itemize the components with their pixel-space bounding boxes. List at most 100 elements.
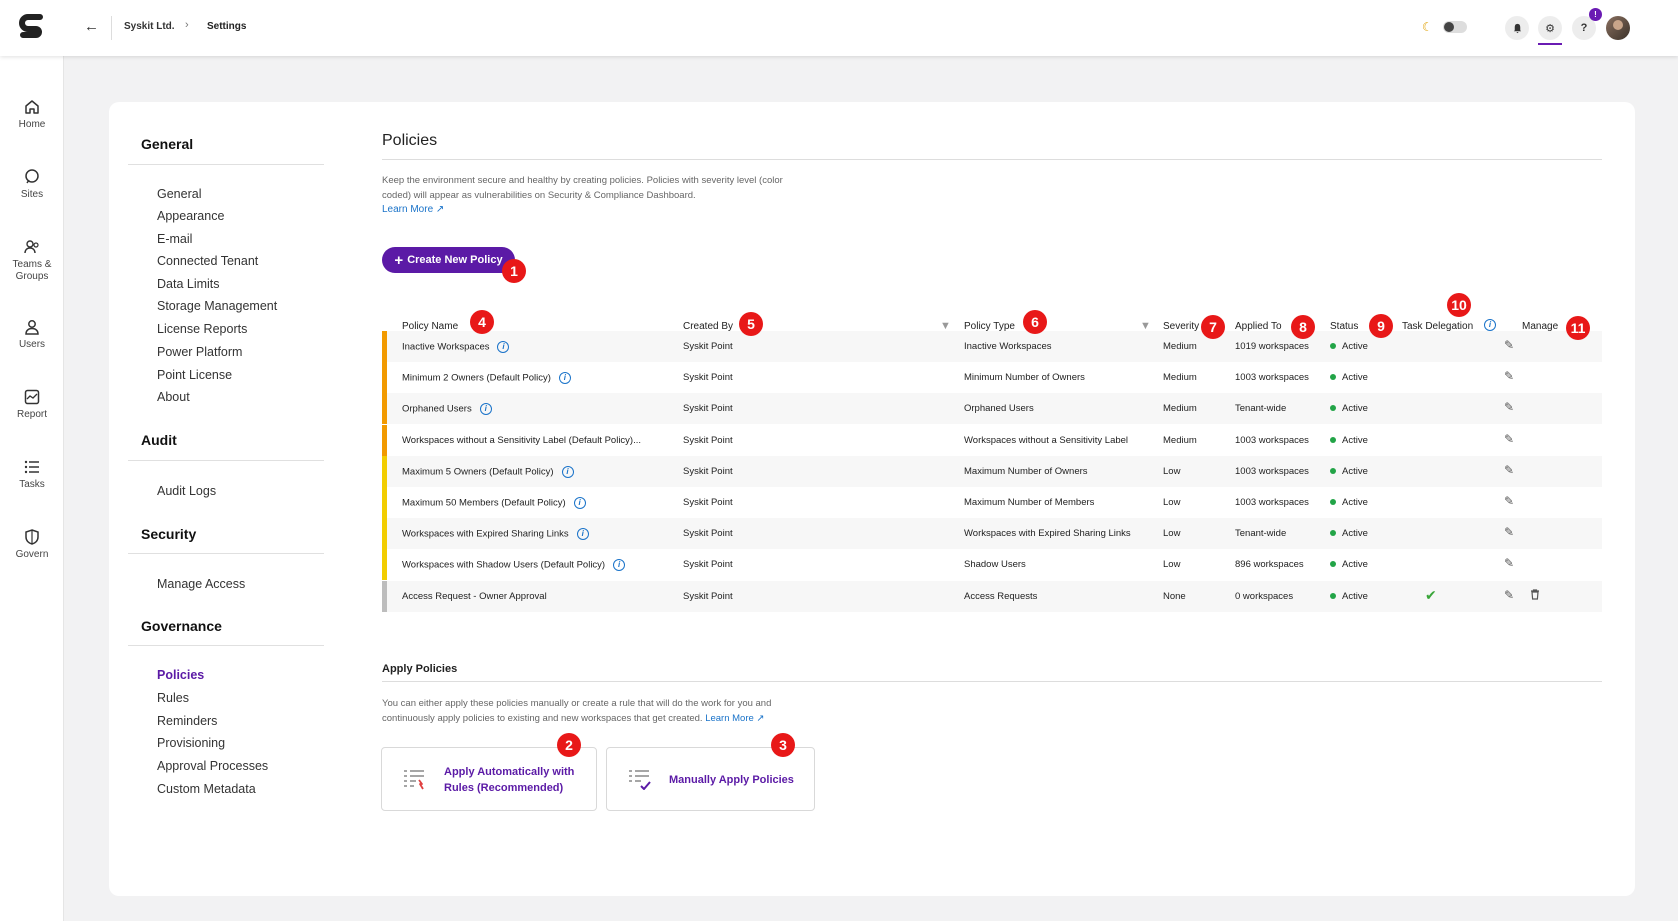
page-title: Policies	[382, 132, 438, 149]
applied-to-cell[interactable]: 1003 workspaces	[1235, 497, 1309, 508]
edit-pencil-icon[interactable]: ✎	[1504, 525, 1515, 539]
nav-item-license-reports[interactable]: License Reports	[157, 322, 248, 336]
column-header-policy-name[interactable]: Policy Name	[402, 321, 459, 332]
table-row[interactable]: Access Request - Owner Approval Syskit Po…	[382, 581, 1602, 612]
syskit-logo[interactable]	[18, 13, 46, 41]
applied-to-cell[interactable]: 1003 workspaces	[1235, 466, 1309, 477]
nav-item-data-limits[interactable]: Data Limits	[157, 277, 220, 291]
edit-pencil-icon[interactable]: ✎	[1504, 400, 1515, 414]
rail-home[interactable]: Home	[0, 98, 64, 130]
nav-item-policies[interactable]: Policies	[157, 668, 205, 682]
column-header-policy-type[interactable]: Policy Type	[964, 321, 1015, 332]
status-cell-text: Active	[1342, 559, 1368, 570]
nav-item-appearance[interactable]: Appearance	[157, 209, 225, 223]
rail-tasks[interactable]: Tasks	[0, 458, 64, 490]
info-icon[interactable]: i	[1484, 319, 1496, 331]
nav-item-rules[interactable]: Rules	[157, 691, 189, 705]
info-icon[interactable]: i	[479, 403, 492, 415]
applied-to-cell[interactable]: 0 workspaces	[1235, 591, 1293, 602]
table-row[interactable]: Workspaces with Shadow Users (Default Po…	[382, 549, 1602, 580]
column-header-created-by[interactable]: Created By	[683, 321, 734, 332]
column-header-applied-to[interactable]: Applied To	[1235, 321, 1282, 332]
nav-item-audit-logs[interactable]: Audit Logs	[157, 484, 217, 498]
apply-automatically-card[interactable]: Apply Automatically with Rules (Recommen…	[381, 747, 597, 811]
policy-name-cell[interactable]: Workspaces with Expired Sharing Links i	[402, 528, 589, 540]
created-by-cell: Syskit Point	[683, 528, 733, 539]
nav-item-manage-access[interactable]: Manage Access	[157, 577, 246, 591]
table-row[interactable]: Maximum 50 Members (Default Policy) i Sysk…	[382, 487, 1602, 518]
applied-to-cell[interactable]: 1003 workspaces	[1235, 435, 1309, 446]
nav-item-custom-metadata[interactable]: Custom Metadata	[157, 782, 256, 796]
edit-pencil-icon[interactable]: ✎	[1504, 494, 1515, 508]
learn-more-link[interactable]: Learn More ↗	[382, 204, 444, 215]
rail-sites[interactable]: Sites	[0, 168, 64, 200]
applied-to-cell[interactable]: 1003 workspaces	[1235, 372, 1309, 383]
policy-name-cell[interactable]: Workspaces without a Sensitivity Label (…	[402, 435, 641, 446]
manually-apply-card[interactable]: Manually Apply Policies	[606, 747, 815, 811]
nav-section-security: Security	[141, 526, 197, 542]
nav-item-point-license[interactable]: Point License	[157, 368, 233, 382]
edit-pencil-icon[interactable]: ✎	[1504, 588, 1515, 602]
column-header-severity[interactable]: Severity	[1163, 321, 1200, 332]
edit-pencil-icon[interactable]: ✎	[1504, 432, 1515, 446]
policy-name-cell-text: Workspaces with Shadow Users (Default Po…	[402, 559, 606, 571]
applied-to-cell[interactable]: 1019 workspaces	[1235, 341, 1309, 352]
applied-to-cell[interactable]: 896 workspaces	[1235, 559, 1304, 570]
rail-users[interactable]: Users	[0, 318, 64, 350]
rail-teams-groups[interactable]: Teams & Groups	[0, 238, 64, 283]
policy-name-cell[interactable]: Minimum 2 Owners (Default Policy) i	[402, 372, 571, 384]
info-icon[interactable]: i	[613, 559, 626, 571]
policy-name-cell[interactable]: Orphaned Users i	[402, 403, 492, 415]
rail-label: Tasks	[19, 479, 45, 490]
severity-color-bar	[382, 518, 387, 549]
filter-icon[interactable]: ▼	[940, 320, 951, 332]
nav-item-provisioning[interactable]: Provisioning	[157, 736, 226, 750]
info-icon[interactable]: i	[576, 528, 589, 540]
create-new-policy-button[interactable]: + Create New Policy	[382, 247, 515, 273]
policy-name-cell[interactable]: Access Request - Owner Approval	[402, 591, 547, 602]
gear-icon[interactable]: ⚙	[1538, 16, 1562, 40]
filter-icon[interactable]: ▼	[1140, 320, 1151, 332]
table-row[interactable]: Minimum 2 Owners (Default Policy) i Syskit…	[382, 362, 1602, 393]
dark-mode-toggle[interactable]	[1443, 21, 1467, 33]
avatar[interactable]	[1606, 16, 1630, 40]
nav-item-power-platform[interactable]: Power Platform	[157, 345, 243, 359]
nav-item-email[interactable]: E-mail	[157, 232, 193, 246]
table-row[interactable]: Workspaces without a Sensitivity Label (…	[382, 425, 1602, 456]
edit-pencil-icon[interactable]: ✎	[1504, 556, 1515, 570]
table-row[interactable]: Orphaned Users i Syskit Point Orphaned User…	[382, 393, 1602, 424]
info-icon[interactable]: i	[561, 466, 574, 478]
edit-pencil-icon[interactable]: ✎	[1504, 463, 1515, 477]
nav-item-general[interactable]: General	[157, 187, 202, 201]
policy-name-cell[interactable]: Inactive Workspaces i	[402, 341, 510, 353]
nav-item-approval-processes[interactable]: Approval Processes	[157, 759, 269, 773]
column-header-status[interactable]: Status	[1330, 321, 1359, 332]
edit-pencil-icon[interactable]: ✎	[1504, 369, 1515, 383]
rail-govern[interactable]: Govern	[0, 528, 64, 560]
applied-to-cell[interactable]: Tenant-wide	[1235, 528, 1286, 539]
table-row[interactable]: Workspaces with Expired Sharing Links i Sy…	[382, 518, 1602, 549]
info-icon[interactable]: i	[558, 372, 571, 384]
info-icon[interactable]: i	[573, 497, 586, 509]
table-row[interactable]: Maximum 5 Owners (Default Policy) i Syskit…	[382, 456, 1602, 487]
learn-more-link[interactable]: Learn More ↗	[705, 713, 765, 724]
column-header-task-delegation[interactable]: Task Delegation	[1402, 321, 1474, 332]
policy-name-cell[interactable]: Workspaces with Shadow Users (Default Po…	[402, 559, 626, 571]
severity-cell-text: Medium	[1163, 341, 1197, 352]
policy-name-cell[interactable]: Maximum 50 Members (Default Policy) i	[402, 497, 586, 509]
edit-pencil-icon[interactable]: ✎	[1504, 338, 1515, 352]
nav-item-storage-management[interactable]: Storage Management	[157, 299, 278, 313]
table-row[interactable]: Inactive Workspaces i Syskit Point Inactive…	[382, 331, 1602, 362]
nav-item-reminders[interactable]: Reminders	[157, 714, 218, 728]
bell-icon[interactable]	[1505, 16, 1529, 40]
back-arrow-icon[interactable]: ←	[84, 18, 99, 35]
nav-item-about[interactable]: About	[157, 390, 190, 404]
trash-icon[interactable]	[1530, 589, 1540, 603]
policy-name-cell[interactable]: Maximum 5 Owners (Default Policy) i	[402, 466, 574, 478]
applied-to-cell[interactable]: Tenant-wide	[1235, 403, 1286, 414]
status-cell: Active	[1330, 372, 1368, 383]
info-icon[interactable]: i	[497, 341, 510, 353]
rail-report[interactable]: Report	[0, 388, 64, 420]
breadcrumb-tenant[interactable]: Syskit Ltd.	[124, 21, 175, 32]
nav-item-connected-tenant[interactable]: Connected Tenant	[157, 254, 259, 268]
